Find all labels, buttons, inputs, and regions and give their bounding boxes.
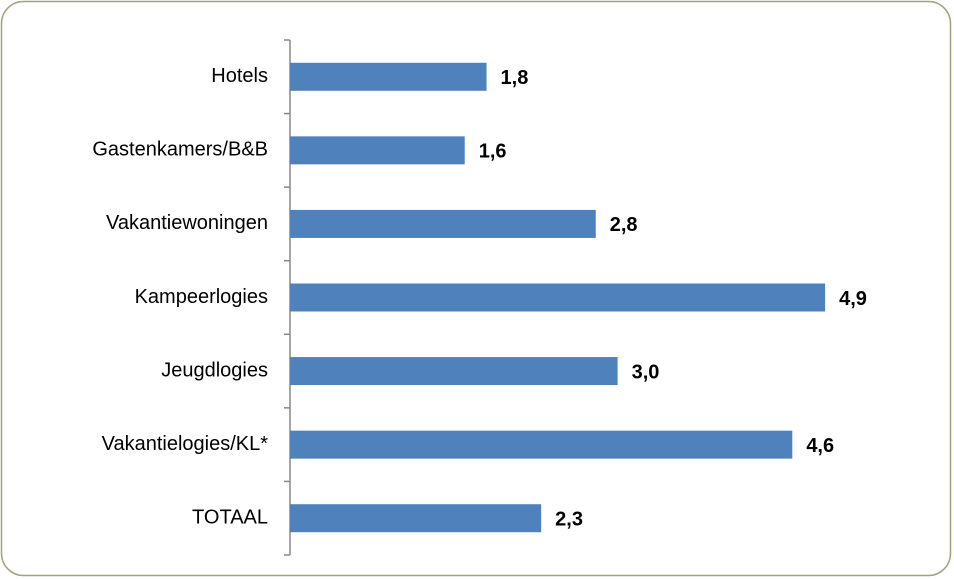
y-tick-label: Kampeerlogies	[135, 286, 268, 308]
bar	[290, 504, 542, 533]
y-tick-label: TOTAAL	[192, 506, 268, 528]
value-label: 4,6	[806, 435, 834, 457]
y-tick-label: Jeugdlogies	[161, 359, 268, 381]
value-label: 4,9	[839, 288, 867, 310]
value-label: 2,3	[555, 508, 583, 530]
bar	[290, 136, 465, 165]
bar	[290, 62, 487, 91]
y-tick-label: Gastenkamers/B&B	[92, 139, 268, 161]
y-tick-label: Hotels	[211, 65, 268, 87]
bar	[290, 209, 596, 238]
value-label: 2,8	[610, 214, 638, 236]
y-tick-label: Vakantielogies/KL*	[102, 433, 269, 455]
bar	[290, 283, 826, 312]
bar	[290, 430, 793, 459]
y-tick-label: Vakantiewoningen	[106, 212, 268, 234]
value-label: 1,6	[479, 141, 507, 163]
bar	[290, 357, 618, 386]
value-label: 3,0	[632, 361, 660, 383]
value-label: 1,8	[501, 67, 529, 89]
